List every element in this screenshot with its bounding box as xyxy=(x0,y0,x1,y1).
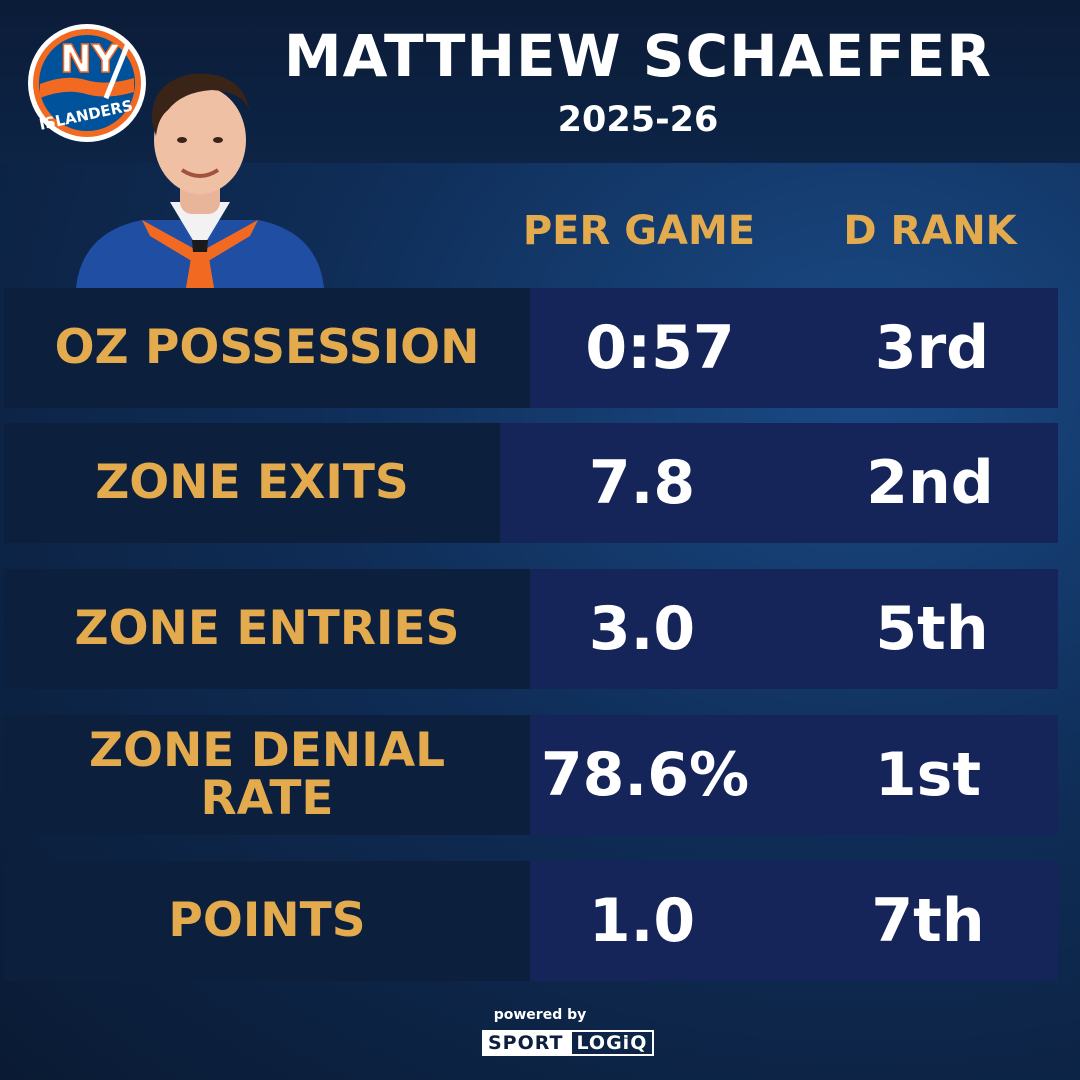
stat-row-zone-denial-rate: ZONE DENIAL RATE 78.6% 1st xyxy=(4,715,1058,835)
islanders-logo-icon: NY ISLANDERS xyxy=(28,24,146,142)
row-values: 0:57 3rd xyxy=(530,288,1058,408)
column-header-rank: D RANK xyxy=(843,208,1017,254)
brand-right: LOGiQ xyxy=(569,1030,655,1056)
row-label: POINTS xyxy=(4,861,530,981)
per-game-value: 1.0 xyxy=(588,886,696,956)
brand-left: SPORT xyxy=(482,1030,570,1056)
row-values: 7.8 2nd xyxy=(500,423,1058,543)
row-values: 78.6% 1st xyxy=(530,715,1058,835)
svg-text:NY: NY xyxy=(60,37,120,81)
row-values: 3.0 5th xyxy=(530,569,1058,689)
season-label: 2025-26 xyxy=(557,100,719,140)
rank-value: 1st xyxy=(874,740,982,810)
column-header-per-game: PER GAME xyxy=(522,208,756,254)
row-label: ZONE EXITS xyxy=(4,423,500,543)
player-headshot-icon xyxy=(76,73,324,288)
stat-row-zone-exits: ZONE EXITS 7.8 2nd xyxy=(4,423,1058,543)
sportlogiq-logo: SPORT LOGiQ xyxy=(482,1030,655,1056)
rank-value: 7th xyxy=(871,886,985,956)
row-values: 1.0 7th xyxy=(530,861,1058,981)
per-game-value: 78.6% xyxy=(540,740,750,810)
stat-row-points: POINTS 1.0 7th xyxy=(4,861,1058,981)
row-label: ZONE DENIAL RATE xyxy=(4,715,530,835)
rank-value: 3rd xyxy=(874,313,990,383)
row-label: ZONE ENTRIES xyxy=(4,569,530,689)
per-game-value: 3.0 xyxy=(588,594,696,664)
powered-by-label: powered by xyxy=(493,1007,587,1023)
per-game-value: 0:57 xyxy=(585,313,735,383)
rank-value: 5th xyxy=(875,594,989,664)
stat-row-oz-possession: OZ POSSESSION 0:57 3rd xyxy=(4,288,1058,408)
stat-row-zone-entries: ZONE ENTRIES 3.0 5th xyxy=(4,569,1058,689)
player-name: MATTHEW SCHAEFER xyxy=(283,22,993,90)
rank-value: 2nd xyxy=(866,448,994,518)
row-label: OZ POSSESSION xyxy=(4,288,530,408)
per-game-value: 7.8 xyxy=(588,448,696,518)
